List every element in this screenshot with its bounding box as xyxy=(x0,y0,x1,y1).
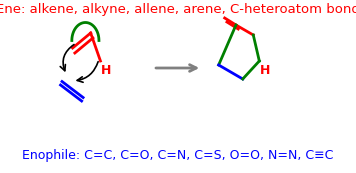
Text: Ene: alkene, alkyne, allene, arene, C-heteroatom bond: Ene: alkene, alkyne, allene, arene, C-he… xyxy=(0,3,356,16)
Text: H: H xyxy=(101,64,111,77)
Text: H: H xyxy=(260,64,271,77)
Text: Enophile: C=C, C=O, C=N, C=S, O=O, N=N, C≡C: Enophile: C=C, C=O, C=N, C=S, O=O, N=N, … xyxy=(22,148,334,162)
